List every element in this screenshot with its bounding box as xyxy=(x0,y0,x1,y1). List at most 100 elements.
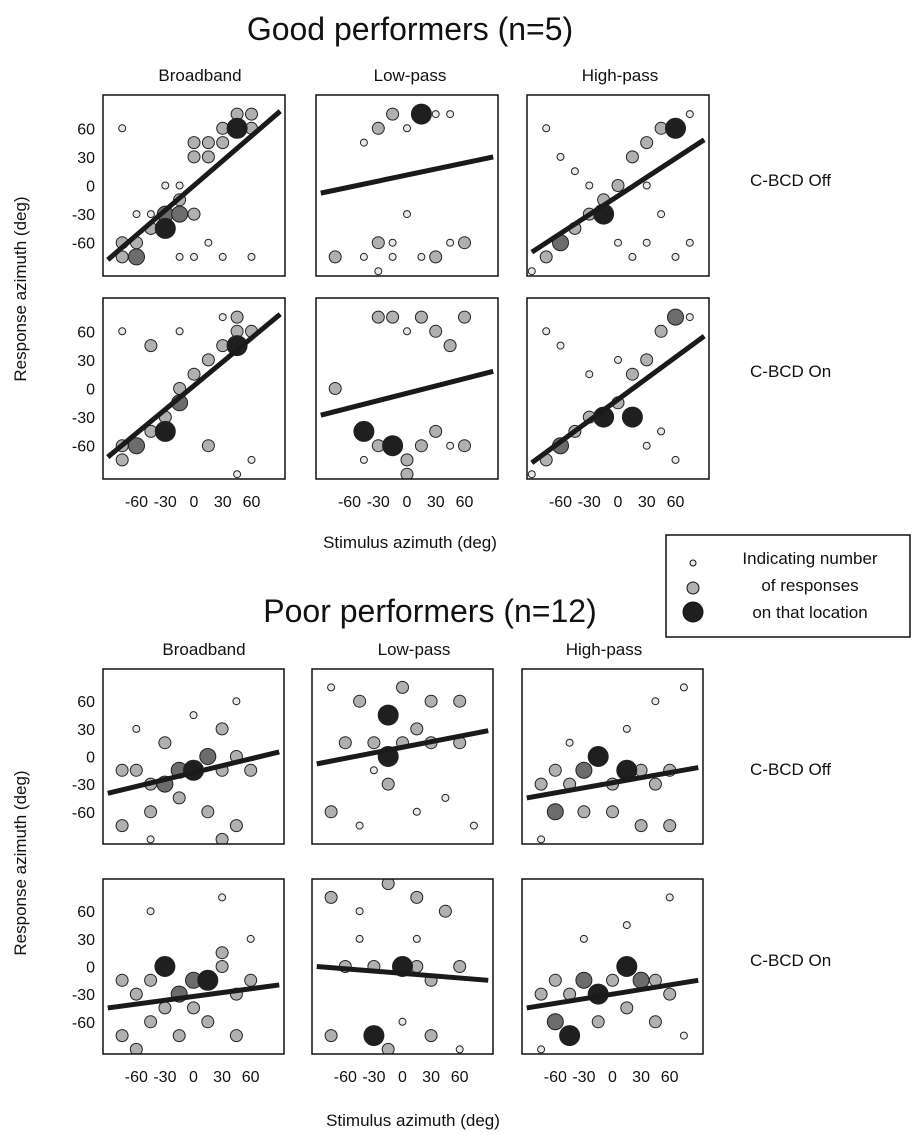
poor-broadband-on-point-16 xyxy=(187,1001,200,1015)
poor-highpass-on-xtick-4: 60 xyxy=(661,1069,679,1086)
poor-highpass-on-point-10 xyxy=(663,987,677,1001)
good-highpass-off-point-12 xyxy=(527,267,536,276)
poor-lowpass-on-point-14 xyxy=(324,1029,338,1043)
poor-highpass-on-point-12 xyxy=(620,1001,634,1015)
poor-broadband-off-point-13 xyxy=(201,805,215,819)
poor-lowpass-off-point-6 xyxy=(353,694,367,708)
good-highpass-off-frame xyxy=(526,94,710,277)
good-broadband-off-frame xyxy=(102,94,286,277)
good-broadband-on-ytick-3: -30 xyxy=(72,410,95,427)
good-highpass-off-point-7 xyxy=(657,210,666,219)
good-broadband-off-point-22 xyxy=(245,107,258,121)
good-broadband-on-ytick-0: 60 xyxy=(77,324,95,341)
legend-line-2: of responses xyxy=(761,576,858,595)
poor-broadband-on-regression-line xyxy=(107,982,280,1011)
poor-lowpass-off-point-5 xyxy=(369,766,378,775)
good-highpass-on-xtick-0: -60 xyxy=(549,494,572,511)
poor-broadband-off-point-11 xyxy=(144,805,158,819)
poor-broadband-off-point-0 xyxy=(189,711,198,720)
good-broadband-on-point-3 xyxy=(233,470,242,479)
poor-broadband-on-point-2 xyxy=(218,893,227,902)
poor-broadband-on-frame xyxy=(102,878,285,1055)
good-highpass-on-point-2 xyxy=(585,370,594,379)
poor-lowpass-off-panel xyxy=(311,668,494,845)
good-lowpass-on-point-13 xyxy=(458,439,471,453)
good-broadband-off-point-18 xyxy=(201,136,215,150)
good-lowpass-off-point-13 xyxy=(328,250,342,264)
good-broadband-off-point-6 xyxy=(190,252,198,261)
poor-highpass-on-point-11 xyxy=(591,1015,605,1029)
poor-highpass-on-point-15 xyxy=(632,971,650,989)
good-highpass-on-point-15 xyxy=(654,324,668,338)
good-highpass-on-xtick-2: 0 xyxy=(614,494,623,511)
poor-highpass-on-xtick-0: -60 xyxy=(544,1069,567,1086)
good-broadband-on-xtick-0: -60 xyxy=(125,494,148,511)
poor-broadband-on-point-10 xyxy=(144,1015,158,1029)
good-broadband-off-point-24 xyxy=(187,207,201,221)
good-highpass-on-point-8 xyxy=(527,470,536,479)
poor-highpass-on-point-13 xyxy=(648,1015,662,1029)
poor-highpass-on-point-14 xyxy=(575,971,593,989)
good-highpass-off-point-2 xyxy=(570,167,579,176)
good-broadband-off-ytick-2: 0 xyxy=(86,179,95,196)
poor-lowpass-on-point-8 xyxy=(438,904,452,918)
legend-line-1: Indicating number xyxy=(742,549,877,568)
poor-broadband-on-xtick-0: -60 xyxy=(125,1069,148,1086)
poor-broadband-on-xtick-3: 30 xyxy=(213,1069,231,1086)
good-col-highpass: High-pass xyxy=(582,66,659,85)
poor-lowpass-off-point-18 xyxy=(377,704,399,726)
good-highpass-on-point-6 xyxy=(671,455,680,464)
good-lowpass-on-point-5 xyxy=(414,310,428,324)
good-lowpass-off-point-7 xyxy=(417,252,426,261)
good-highpass-off-point-3 xyxy=(585,181,594,190)
good-highpass-off-point-17 xyxy=(611,179,625,192)
good-highpass-off-panel xyxy=(526,94,710,277)
poor-highpass-off-point-18 xyxy=(587,746,609,767)
good-lowpass-off-point-16 xyxy=(458,236,471,250)
poor-broadband-off-ytick-1: 30 xyxy=(77,722,95,739)
poor-lowpass-on-frame xyxy=(311,878,494,1055)
good-lowpass-on-regression-line xyxy=(320,368,494,418)
poor-highpass-on-point-0 xyxy=(579,934,588,943)
poor-lowpass-on-xtick-2: 0 xyxy=(398,1069,407,1086)
good-lowpass-on-xtick-0: -60 xyxy=(338,494,361,511)
poor-highpass-on-point-19 xyxy=(559,1025,581,1047)
good-highpass-off-point-11 xyxy=(642,181,651,190)
poor-broadband-off-point-20 xyxy=(199,748,217,765)
good-highpass-on-point-3 xyxy=(614,355,622,364)
good-lowpass-off-point-8 xyxy=(446,238,455,247)
poor-broadband-off-point-14 xyxy=(229,819,243,833)
poor-col-broadband: Broadband xyxy=(162,640,245,659)
good-broadband-off-point-28 xyxy=(154,217,176,239)
poor-broadband-on-ytick-0: 60 xyxy=(77,904,95,921)
good-lowpass-on-point-3 xyxy=(371,310,385,324)
good-broadband-off-point-9 xyxy=(247,252,256,261)
poor-xlabel: Stimulus azimuth (deg) xyxy=(326,1111,500,1130)
poor-row-on: C-BCD On xyxy=(750,951,831,970)
good-broadband-off-point-25 xyxy=(128,248,145,266)
poor-lowpass-off-point-3 xyxy=(441,793,450,802)
poor-broadband-off-point-3 xyxy=(146,835,155,844)
poor-lowpass-on-point-0 xyxy=(355,907,364,916)
legend-box xyxy=(665,534,911,638)
poor-title: Poor performers (n=12) xyxy=(263,593,596,629)
good-highpass-off-point-9 xyxy=(685,238,694,247)
good-lowpass-off-point-3 xyxy=(359,138,368,147)
poor-broadband-off-point-9 xyxy=(244,763,258,777)
poor-highpass-on-point-1 xyxy=(622,921,631,930)
poor-highpass-off-plot-area xyxy=(526,683,699,844)
poor-broadband-off-point-2 xyxy=(232,697,241,706)
good-highpass-off-point-23 xyxy=(665,117,686,139)
poor-broadband-on-point-20 xyxy=(154,956,176,977)
poor-highpass-on-xtick-1: -30 xyxy=(572,1069,595,1086)
legend-marker-small xyxy=(689,559,697,567)
poor-lowpass-off-point-16 xyxy=(324,805,338,819)
good-lowpass-on-point-17 xyxy=(382,435,404,457)
good-highpass-on-frame xyxy=(526,297,710,480)
poor-broadband-off-panel: 60 30 0 -30 -60 xyxy=(72,668,285,845)
poor-broadband-on-xtick-1: -30 xyxy=(153,1069,176,1086)
poor-highpass-off-regression-line xyxy=(526,765,699,801)
good-lowpass-on-panel: -60 -30 0 30 60 xyxy=(315,297,499,511)
good-lowpass-off-point-10 xyxy=(403,210,411,219)
